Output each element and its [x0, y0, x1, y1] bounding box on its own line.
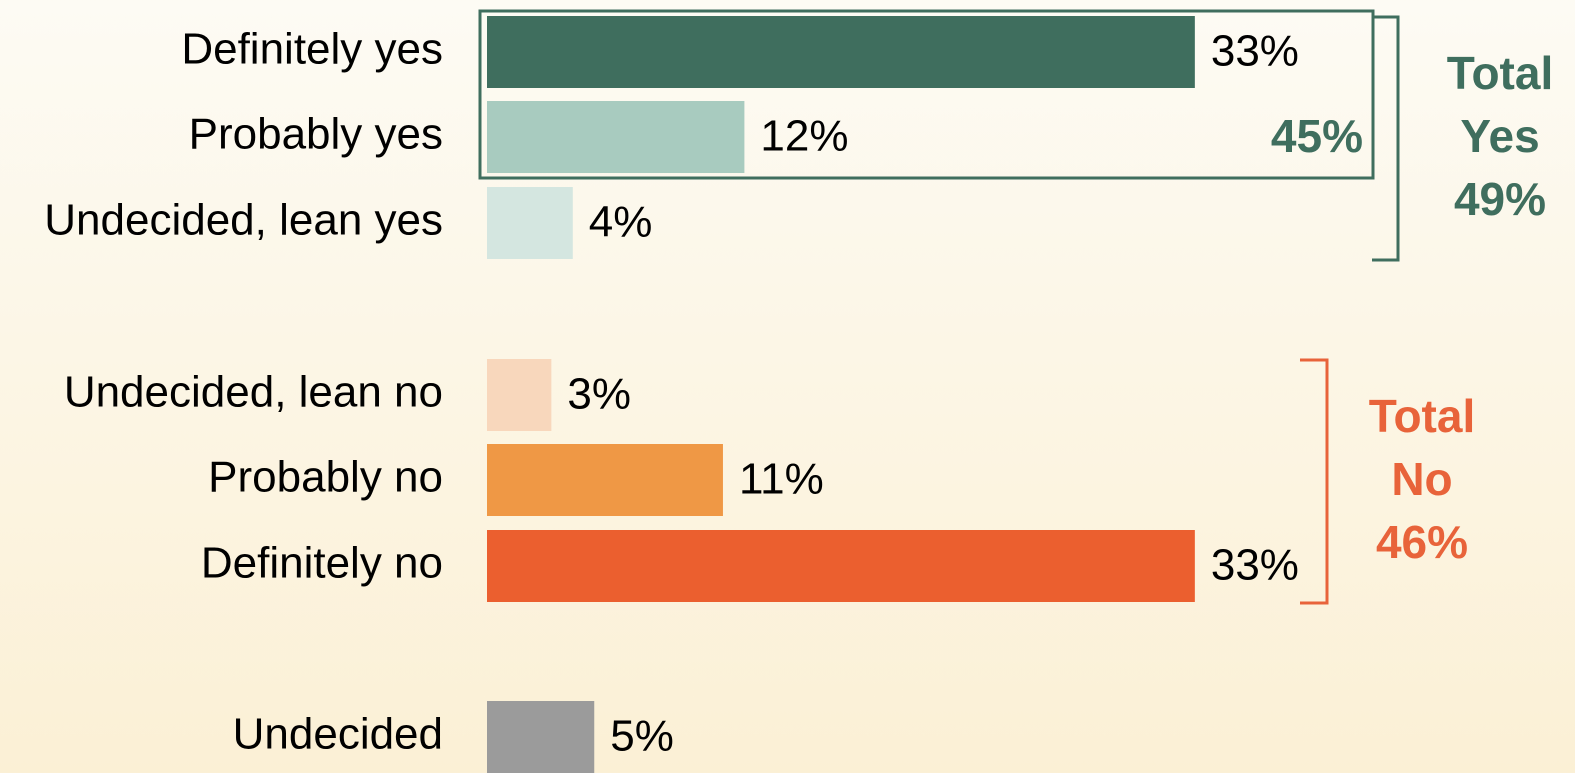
value-label: 3% [567, 370, 631, 419]
subtotal-label: 45% [1271, 110, 1363, 162]
category-label: Undecided, lean no [64, 368, 443, 417]
value-label: 5% [610, 712, 674, 761]
yes-box [478, 9, 1375, 180]
total-label: No [1391, 453, 1452, 505]
category-label: Definitely yes [181, 25, 443, 74]
bar [487, 530, 1195, 602]
value-label: 4% [589, 198, 653, 247]
value-label: 33% [1211, 541, 1299, 590]
total-label: Total [1447, 47, 1553, 99]
total-label: Yes [1460, 110, 1539, 162]
total-label: 49% [1454, 173, 1546, 225]
bar [487, 16, 1195, 88]
category-label: Probably no [208, 453, 443, 502]
category-label: Probably yes [189, 110, 443, 159]
no-bracket [1300, 358, 1329, 605]
category-label: Undecided, lean yes [44, 196, 443, 245]
category-label: Definitely no [201, 539, 443, 588]
value-label: 11% [739, 455, 824, 504]
category-label: Undecided [233, 710, 443, 759]
bar [487, 187, 573, 259]
yes-bracket [1372, 15, 1400, 262]
total-label: 46% [1376, 516, 1468, 568]
bar [487, 101, 745, 173]
bar [487, 444, 723, 516]
bar [487, 359, 552, 431]
total-label: Total [1369, 390, 1475, 442]
value-label: 33% [1211, 27, 1299, 76]
bar [487, 701, 595, 773]
value-label: 12% [760, 112, 848, 161]
